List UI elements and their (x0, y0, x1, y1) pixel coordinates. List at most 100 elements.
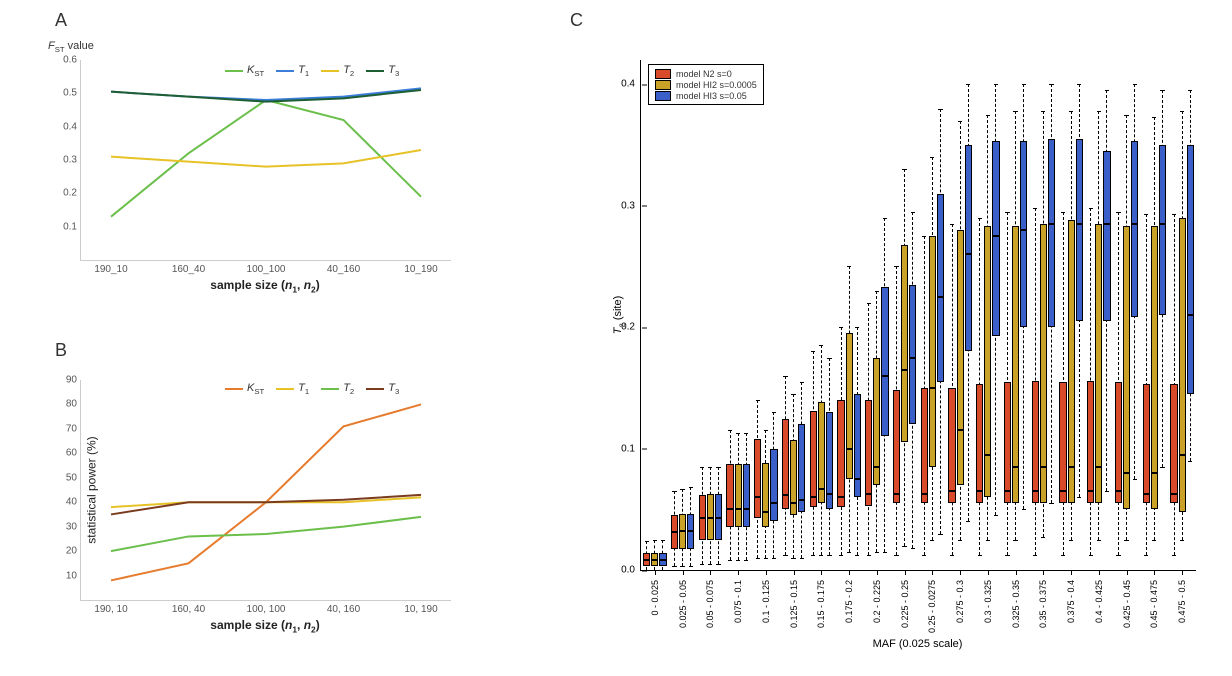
median (984, 454, 991, 456)
whisker-cap (819, 555, 823, 556)
median (651, 559, 658, 561)
whisker-cap (1049, 84, 1053, 85)
median (854, 478, 861, 480)
median (937, 296, 944, 298)
legend-label: model HI2 s=0.0005 (676, 80, 757, 90)
whisker-cap (847, 552, 851, 553)
xtick: 10_190 (404, 260, 437, 275)
panel-c-label: C (570, 10, 583, 31)
median (679, 530, 686, 532)
legend-item: model HI2 s=0.0005 (655, 80, 757, 90)
legend-label: T1 (298, 64, 309, 78)
box (893, 390, 900, 503)
whisker-cap (978, 555, 982, 556)
whisker-cap (689, 566, 693, 567)
xtick: 40, 160 (327, 600, 360, 615)
whisker-cap (966, 521, 970, 522)
whisker-cap (680, 489, 684, 490)
legend-label: model N2 s=0 (676, 69, 732, 79)
whisker-cap (728, 560, 732, 561)
median (659, 559, 666, 561)
median (1032, 490, 1039, 492)
box (921, 388, 928, 503)
whisker-cap (772, 558, 776, 559)
box (826, 412, 833, 509)
median (810, 496, 817, 498)
whisker-cap (827, 358, 831, 359)
whisker-cap (783, 555, 787, 556)
whisker-cap (855, 555, 859, 556)
whisker-cap (1005, 555, 1009, 556)
panel-a-ytitle: FST value (48, 40, 94, 54)
legend-swatch (655, 69, 671, 79)
box (929, 236, 936, 467)
panel-a-legend: KSTT1T2T3 (225, 64, 399, 78)
whisker-cap (1180, 111, 1184, 112)
median (1020, 229, 1027, 231)
box (1187, 145, 1194, 394)
median (735, 508, 742, 510)
legend-item-T1: T1 (276, 64, 309, 78)
legend-swatch (655, 80, 671, 90)
xtick: 0.1 - 0.125 (761, 580, 771, 623)
median (893, 493, 900, 495)
median (1095, 466, 1102, 468)
whisker-cap (791, 394, 795, 395)
whisker-cap (1144, 214, 1148, 215)
xtick: 190, 10 (94, 600, 127, 615)
median (1087, 490, 1094, 492)
whisker-cap (708, 467, 712, 468)
whisker-cap (1022, 509, 1026, 510)
legend-label: T1 (298, 382, 309, 396)
ytick: 0.1 (621, 443, 641, 454)
xtick: 0.3 - 0.325 (983, 580, 993, 623)
whisker-cap (938, 534, 942, 535)
whisker-cap (839, 555, 843, 556)
whisker-cap (958, 540, 962, 541)
median (921, 493, 928, 495)
whisker-cap (938, 109, 942, 110)
panel-b-plot: 102030405060708090190, 10160, 40100, 100… (80, 380, 451, 601)
legend-label: model HI3 s=0.05 (676, 91, 747, 101)
whisker-cap (661, 570, 665, 571)
median (699, 517, 706, 519)
whisker-cap (950, 555, 954, 556)
whisker-cap (708, 564, 712, 565)
whisker-cap (867, 303, 871, 304)
box (1068, 220, 1075, 503)
box (1004, 382, 1011, 503)
median (992, 235, 999, 237)
panel-a-plot: 0.10.20.30.40.50.6190_10160_40100_10040_… (80, 60, 451, 261)
whisker-cap (958, 121, 962, 122)
median (754, 496, 761, 498)
median (1059, 490, 1066, 492)
median (1048, 223, 1055, 225)
ytick: 10 (66, 570, 81, 581)
ytick: 0.1 (63, 221, 81, 232)
xtick: 0.075 - 0.1 (733, 580, 743, 623)
panel-a-xlabel: sample size (n1, n2) (210, 260, 319, 294)
ytick: 0.3 (621, 200, 641, 211)
whisker-cap (1033, 208, 1037, 209)
median (929, 387, 936, 389)
panel-b: 102030405060708090190, 10160, 40100, 100… (80, 380, 450, 600)
whisker-cap (986, 115, 990, 116)
xtick: 0.45 - 0.475 (1149, 580, 1159, 628)
box (854, 394, 861, 497)
whisker-cap (736, 560, 740, 561)
ytick: 20 (66, 546, 81, 557)
panel-b-legend: KSTT1T2T3 (225, 382, 399, 396)
panel-c-ylabel: T2 (site) (612, 296, 626, 335)
box (1159, 145, 1166, 315)
xtick: 0.475 - 0.5 (1177, 580, 1187, 623)
whisker-cap (700, 564, 704, 565)
whisker-cap (672, 491, 676, 492)
median (687, 530, 694, 532)
whisker-cap (700, 467, 704, 468)
median (1159, 223, 1166, 225)
whisker-cap (827, 555, 831, 556)
median (1143, 493, 1150, 495)
box (1123, 226, 1130, 509)
whisker-cap (855, 327, 859, 328)
whisker-cap (1188, 90, 1192, 91)
